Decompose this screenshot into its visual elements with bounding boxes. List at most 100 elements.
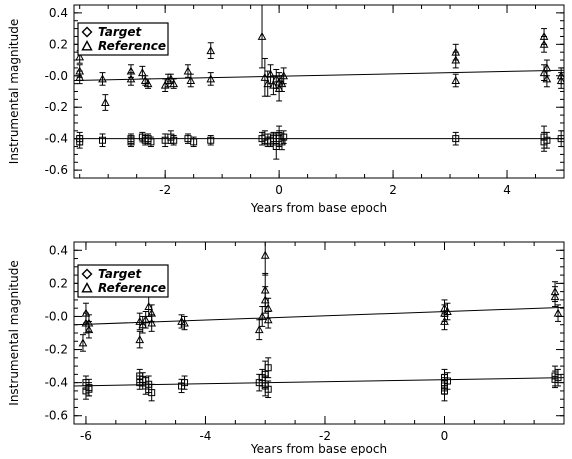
- target-point: [278, 138, 286, 146]
- reference-point: [126, 74, 136, 83]
- target-point: [543, 136, 551, 144]
- plot-area: [74, 242, 564, 402]
- reference-point: [75, 72, 85, 81]
- reference-point: [440, 316, 449, 325]
- x-tick-label: -2: [159, 183, 171, 197]
- reference-point: [180, 318, 189, 327]
- y-tick-label: -0.0: [45, 69, 68, 83]
- legend-label-reference: Reference: [98, 281, 166, 295]
- legend-diamond-icon: [81, 268, 93, 280]
- x-tick-label: 2: [389, 183, 397, 197]
- x-tick-label: -4: [199, 429, 211, 443]
- reference-point: [206, 74, 216, 83]
- reference-point: [81, 308, 91, 317]
- reference-point: [206, 46, 216, 55]
- x-axis-label: Years from base epoch: [250, 442, 387, 456]
- target-point: [98, 136, 106, 144]
- reference-point: [550, 292, 560, 301]
- reference-point: [260, 295, 270, 304]
- reference-point: [451, 55, 461, 64]
- reference-point: [257, 31, 267, 40]
- reference-point: [539, 39, 549, 48]
- y-tick-label: -0.6: [45, 409, 68, 423]
- reference-point: [78, 338, 88, 347]
- reference-point: [135, 316, 145, 325]
- target-point: [76, 138, 84, 146]
- target-point: [147, 138, 155, 146]
- target-point: [148, 389, 156, 397]
- y-tick-label: 0.2: [49, 276, 68, 290]
- panel-top: Years from base epoch Instrumental magni…: [7, 4, 565, 215]
- reference-point: [263, 315, 273, 324]
- target-point: [264, 364, 272, 372]
- legend-label-reference: Reference: [98, 39, 166, 53]
- target-point: [557, 135, 564, 143]
- x-tick-label: -6: [80, 429, 92, 443]
- reference-point: [147, 308, 157, 317]
- target-point: [181, 379, 189, 387]
- target-point: [452, 135, 460, 143]
- reference-point: [160, 80, 170, 89]
- y-axis-label: Instrumental magnitude: [7, 260, 21, 405]
- reference-point: [98, 74, 107, 83]
- y-tick-label: 0.2: [49, 37, 68, 51]
- target-point: [440, 387, 448, 395]
- target-point: [85, 385, 93, 393]
- y-tick-label: -0.6: [45, 163, 68, 177]
- y-axis-label: Instrumental magnitude: [7, 19, 21, 164]
- fit-line-reference: [74, 69, 564, 81]
- y-tick-label: -0.0: [45, 309, 68, 323]
- legend-label-target: Target: [98, 267, 143, 281]
- x-tick-label: 0: [441, 429, 449, 443]
- y-tick-label: 0.4: [49, 6, 68, 20]
- reference-point: [451, 75, 461, 84]
- target-point: [207, 136, 215, 144]
- reference-point: [135, 335, 145, 344]
- reference-point: [542, 74, 552, 83]
- reference-point: [140, 75, 150, 84]
- target-point: [554, 374, 562, 382]
- x-tick-label: -2: [319, 429, 331, 443]
- legend-box: [77, 264, 169, 298]
- x-tick-label: 0: [275, 183, 283, 197]
- legend-triangle-icon: [81, 40, 93, 51]
- legend: Target Reference: [77, 264, 169, 298]
- reference-point: [84, 325, 94, 334]
- y-tick-label: -0.4: [45, 376, 68, 390]
- reference-point: [260, 250, 270, 259]
- target-point: [443, 377, 451, 385]
- reference-point: [143, 79, 153, 88]
- reference-point: [556, 75, 564, 84]
- reference-point: [279, 71, 289, 80]
- x-tick-label: 4: [503, 183, 511, 197]
- y-tick-label: -0.4: [45, 132, 68, 146]
- legend-diamond-icon: [81, 26, 93, 38]
- y-tick-label: -0.2: [45, 343, 68, 357]
- reference-point: [553, 308, 563, 317]
- reference-point: [443, 306, 452, 315]
- reference-point: [141, 315, 151, 324]
- reference-point: [271, 74, 281, 83]
- reference-point: [169, 79, 179, 88]
- panel-bottom: Years from base epoch Instrumental magni…: [7, 241, 565, 456]
- fit-line-reference: [74, 306, 564, 326]
- reference-point: [266, 69, 275, 78]
- reference-point: [100, 97, 110, 106]
- reference-point: [257, 311, 267, 320]
- reference-point: [186, 75, 196, 84]
- x-axis-label: Years from base epoch: [250, 201, 387, 215]
- reference-point: [144, 301, 154, 311]
- target-point: [127, 138, 135, 146]
- legend-box: [77, 22, 169, 56]
- legend-label-target: Target: [98, 25, 143, 39]
- target-point: [264, 385, 272, 393]
- target-point: [280, 133, 288, 141]
- y-tick-label: -0.2: [45, 100, 68, 114]
- y-tick-label: 0.4: [49, 243, 68, 257]
- reference-point: [75, 52, 85, 61]
- plot-area: [74, 5, 564, 160]
- fit-line-target: [74, 377, 564, 387]
- reference-point: [254, 325, 264, 334]
- target-point: [170, 136, 178, 144]
